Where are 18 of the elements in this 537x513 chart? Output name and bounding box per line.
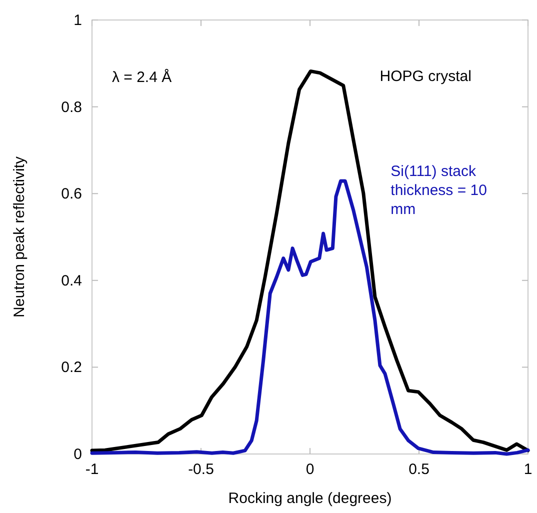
text: HOPG crystal bbox=[380, 68, 472, 85]
text: Si(111) stack thickness = 10 mm bbox=[390, 163, 487, 218]
x-tick-label: -0.5 bbox=[188, 461, 214, 478]
y-tick-label: 1 bbox=[74, 12, 82, 29]
y-tick-label: 0 bbox=[74, 446, 82, 463]
y-tick-label: 0.8 bbox=[61, 98, 82, 116]
x-axis-title: Rocking angle (degrees) bbox=[228, 490, 392, 507]
y-axis-title: Neutron peak reflectivity bbox=[11, 156, 28, 318]
line-series bbox=[90, 179, 530, 456]
y-tick-label: 0.2 bbox=[61, 359, 82, 376]
x-tick-label: 0.5 bbox=[408, 461, 430, 478]
x-tick-label: -1 bbox=[85, 461, 99, 478]
x-tick-label: 1 bbox=[524, 461, 532, 478]
x-tick-label: 0 bbox=[306, 461, 314, 478]
annotation: λ = 2.4 Å bbox=[112, 68, 172, 86]
y-tick-label: 0.4 bbox=[61, 272, 82, 290]
y-tick-label: 0.6 bbox=[61, 186, 82, 203]
line-series bbox=[90, 69, 530, 452]
